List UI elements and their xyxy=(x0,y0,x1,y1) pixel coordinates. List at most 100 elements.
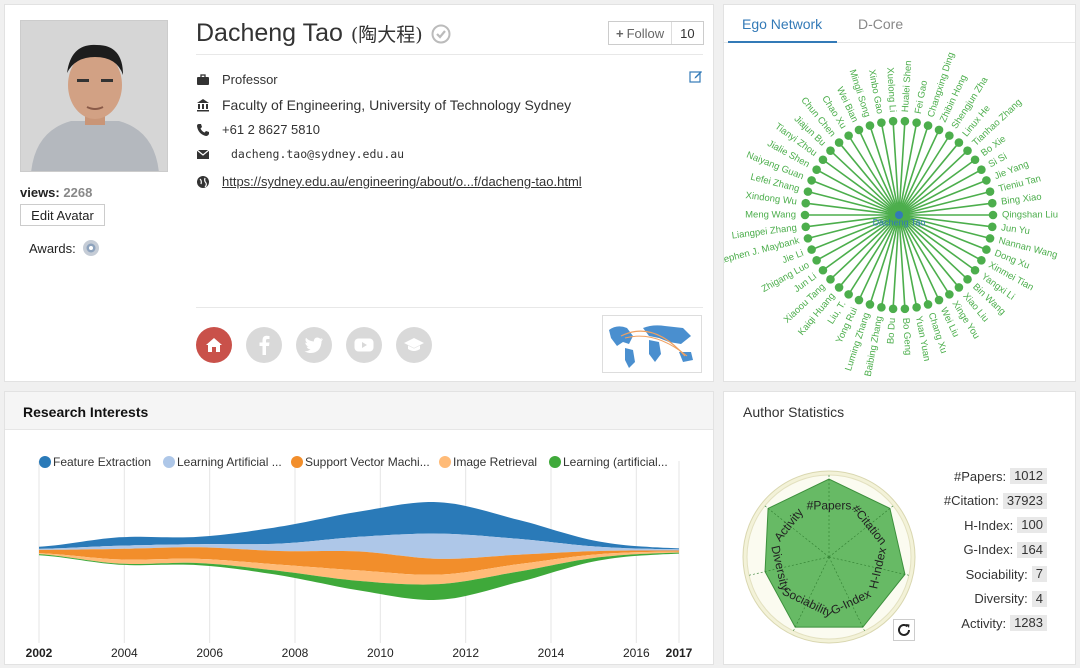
ego-node[interactable] xyxy=(977,165,986,175)
refresh-button[interactable] xyxy=(893,619,915,641)
homepage-social-button[interactable] xyxy=(196,327,232,363)
ego-node[interactable] xyxy=(826,275,835,284)
ego-node[interactable] xyxy=(982,245,991,254)
tab-d-core[interactable]: D-Core xyxy=(858,16,904,32)
ego-node[interactable] xyxy=(923,300,933,309)
ego-node[interactable] xyxy=(807,176,816,185)
ego-node[interactable] xyxy=(900,116,910,126)
stream-band-2[interactable] xyxy=(39,533,679,559)
ego-edge xyxy=(811,179,900,216)
youtube-button[interactable] xyxy=(346,327,382,363)
homepage-link[interactable]: https://sydney.edu.au/engineering/about/… xyxy=(222,174,582,189)
radar-axis xyxy=(793,556,830,632)
ego-node[interactable] xyxy=(970,265,980,275)
ego-node[interactable] xyxy=(912,118,921,127)
stream-band-1[interactable] xyxy=(39,502,679,550)
ego-node[interactable] xyxy=(854,125,864,135)
ego-node[interactable] xyxy=(900,304,910,314)
ego-node[interactable] xyxy=(987,198,997,208)
facebook-button[interactable] xyxy=(246,327,282,363)
ego-node[interactable] xyxy=(934,295,944,305)
ego-node[interactable] xyxy=(877,303,886,312)
award-badge-icon[interactable] xyxy=(82,239,100,257)
stat-label: Activity: xyxy=(961,615,1007,631)
ego-node-label[interactable]: Xuelong Li xyxy=(884,67,898,113)
ego-edge xyxy=(838,214,900,288)
stream-band-3[interactable] xyxy=(39,547,679,575)
ego-node-label[interactable]: Qingshan Liu xyxy=(1002,210,1058,221)
ego-edge xyxy=(892,214,900,309)
ego-node[interactable] xyxy=(988,210,998,220)
ego-node[interactable] xyxy=(888,116,898,126)
position-text: Professor xyxy=(222,72,278,87)
education-button[interactable] xyxy=(396,327,432,363)
legend-item[interactable]: Support Vector Machi... xyxy=(305,455,430,469)
ego-node[interactable] xyxy=(826,146,835,155)
ego-node[interactable] xyxy=(934,125,944,135)
ego-node[interactable] xyxy=(888,304,898,314)
ego-node[interactable] xyxy=(803,234,813,243)
ego-node-label[interactable]: Bing Xiao xyxy=(1001,192,1043,208)
ego-node[interactable] xyxy=(834,138,844,147)
twitter-button[interactable] xyxy=(296,327,332,363)
ego-node[interactable] xyxy=(954,138,964,147)
phone-icon xyxy=(197,123,209,136)
research-interests-streamgraph[interactable]: 2002 2004 2006 2008 2010 2012 2014 2016 2017 Feat… xyxy=(5,431,713,665)
ego-node[interactable] xyxy=(854,295,864,305)
ego-node[interactable] xyxy=(985,234,995,243)
ego-node[interactable] xyxy=(801,222,811,232)
ego-node-label[interactable]: Hualei Shen xyxy=(900,60,914,112)
x-tick-label: 2017 xyxy=(666,646,693,660)
ego-node[interactable] xyxy=(807,245,816,254)
ego-node[interactable] xyxy=(987,222,997,232)
ego-node-label[interactable]: Meng Wang xyxy=(745,210,796,221)
ego-node[interactable] xyxy=(844,131,853,140)
ego-node-label[interactable]: Xindong Wu xyxy=(745,190,798,207)
ego-node[interactable] xyxy=(818,155,828,165)
follow-label[interactable]: + Follow xyxy=(609,22,673,44)
ego-edge xyxy=(898,214,987,251)
x-tick-label: 2002 xyxy=(26,646,53,660)
ego-edge xyxy=(898,214,993,228)
ego-node[interactable] xyxy=(803,187,813,196)
ego-node[interactable] xyxy=(812,165,821,175)
ego-node[interactable] xyxy=(844,290,853,299)
ego-node[interactable] xyxy=(865,300,875,309)
ego-node[interactable] xyxy=(945,131,954,140)
ego-node[interactable] xyxy=(977,255,986,265)
ego-node[interactable] xyxy=(963,146,972,155)
legend-swatch xyxy=(439,456,451,468)
ego-node[interactable] xyxy=(834,283,844,292)
ego-node-label[interactable]: Jun Yu xyxy=(1000,222,1030,237)
ego-node[interactable] xyxy=(945,290,954,299)
world-map-thumbnail[interactable] xyxy=(602,315,702,373)
legend-item[interactable]: Learning (artificial... xyxy=(563,455,668,469)
stream-band-5[interactable] xyxy=(39,552,679,600)
legend-item[interactable]: Feature Extraction xyxy=(53,455,151,469)
legend-item[interactable]: Image Retrieval xyxy=(453,455,537,469)
ego-node[interactable] xyxy=(812,255,821,265)
edit-profile-icon[interactable] xyxy=(689,69,703,83)
ego-node[interactable] xyxy=(877,118,886,127)
ego-node[interactable] xyxy=(954,283,964,292)
ego-node[interactable] xyxy=(865,121,875,130)
tab-ego-network[interactable]: Ego Network xyxy=(742,16,823,32)
ego-node[interactable] xyxy=(963,275,972,284)
ego-node-label[interactable]: Bo Geng xyxy=(900,317,913,355)
follow-button[interactable]: + Follow 10 xyxy=(608,21,704,45)
stream-band-4[interactable] xyxy=(39,551,679,585)
ego-node-label[interactable]: Bo Du xyxy=(885,317,898,344)
ego-node[interactable] xyxy=(923,121,933,130)
legend-item[interactable]: Learning Artificial ... xyxy=(177,455,282,469)
edit-avatar-button[interactable]: Edit Avatar xyxy=(20,204,105,226)
ego-node[interactable] xyxy=(970,155,980,165)
ego-node[interactable] xyxy=(985,187,995,196)
ego-node[interactable] xyxy=(912,303,921,312)
ego-node[interactable] xyxy=(800,210,810,220)
ego-center-node[interactable] xyxy=(895,211,903,219)
divider xyxy=(196,54,703,55)
ego-node[interactable] xyxy=(818,265,828,275)
ego-node[interactable] xyxy=(801,198,811,208)
ego-node[interactable] xyxy=(982,176,991,185)
